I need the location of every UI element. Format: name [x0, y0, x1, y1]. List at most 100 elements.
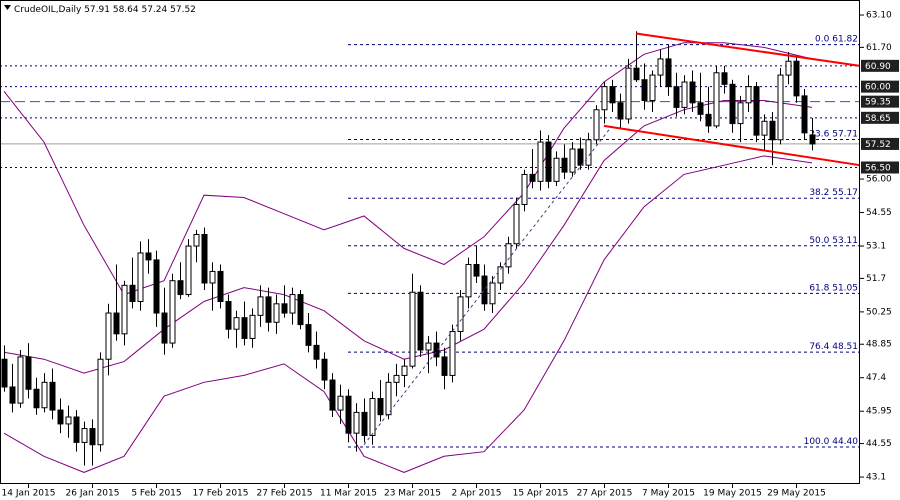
- y-tick-label: 48.85: [866, 340, 892, 350]
- candle-body: [337, 395, 344, 411]
- x-tick-label: 2 Apr 2015: [452, 489, 502, 499]
- candle-body: [177, 280, 184, 296]
- candle-body: [281, 303, 288, 314]
- candle-body: [561, 157, 568, 173]
- band-middle: [3, 100, 813, 374]
- y-tick-label: 50.25: [866, 307, 892, 317]
- candle-body: [721, 72, 728, 85]
- fib-value: 57.71: [832, 129, 858, 139]
- fib-label: 0.0 61.82: [815, 34, 858, 44]
- price-box-label: 58.65: [865, 114, 891, 124]
- candle-body: [633, 67, 640, 81]
- price-box: [861, 59, 899, 72]
- candle-body: [481, 275, 488, 305]
- y-tick-label: 45.95: [866, 407, 892, 417]
- fib-label: 23.6 57.71: [809, 129, 858, 139]
- band-lower: [3, 155, 813, 473]
- fib-ratio: 50.0: [809, 235, 829, 245]
- candle-body: [353, 411, 360, 434]
- candle-body: [137, 252, 144, 302]
- x-tick-label: 27 Apr 2015: [577, 489, 633, 499]
- candle-body: [121, 284, 128, 335]
- x-tick-label: 17 Feb 2015: [192, 489, 248, 499]
- candle-body: [9, 386, 16, 404]
- x-tick-label: 26 Jan 2015: [66, 489, 120, 499]
- candle-body: [617, 102, 624, 120]
- candle-body: [225, 300, 232, 330]
- candle-body: [809, 134, 816, 145]
- x-tick-label: 15 Apr 2015: [513, 489, 569, 499]
- candle-body: [33, 388, 40, 409]
- candle-body: [529, 173, 536, 182]
- candle-body: [185, 245, 192, 296]
- candle-body: [233, 317, 240, 330]
- candle-body: [745, 86, 752, 104]
- candle-body: [473, 264, 480, 277]
- candle-body: [449, 331, 456, 376]
- trendline: [363, 125, 613, 446]
- candle-body: [489, 282, 496, 305]
- candle-body: [705, 113, 712, 127]
- candle-body: [65, 416, 72, 425]
- candle-body: [113, 312, 120, 335]
- chart-header: CrudeOIL,Daily 57.91 58.64 57.24 57.52: [14, 5, 196, 15]
- fib-value: 61.82: [832, 34, 858, 44]
- candle-body: [361, 411, 368, 436]
- candle-body: [305, 324, 312, 346]
- fib-label: 38.2 55.17: [809, 188, 858, 198]
- candle-body: [657, 58, 664, 76]
- fib-ratio: 100.0: [804, 437, 830, 447]
- y-tick-label: 56.00: [866, 175, 892, 185]
- menu-triangle: [4, 5, 11, 10]
- y-tick-label: 43.1: [866, 473, 886, 483]
- candle-body: [25, 356, 32, 390]
- candle-body: [49, 381, 56, 411]
- fib-ratio: 38.2: [809, 188, 829, 198]
- candle-body: [89, 428, 96, 446]
- trendline: [635, 32, 861, 67]
- x-tick-label: 27 Feb 2015: [256, 489, 312, 499]
- candle-body: [329, 379, 336, 411]
- candle-body: [673, 86, 680, 108]
- close: 57.52: [170, 5, 196, 15]
- y-tick-label: 44.55: [866, 439, 892, 449]
- price-box: [861, 80, 899, 93]
- candle-body: [505, 243, 512, 268]
- candle-body: [585, 139, 592, 166]
- candle-body: [401, 365, 408, 376]
- candle-body: [249, 314, 256, 339]
- y-tick-label: 47.4: [866, 373, 886, 383]
- candle-body: [369, 398, 376, 436]
- price-box-label: 60.90: [865, 62, 891, 72]
- fib-ratio: 61.8: [809, 283, 829, 293]
- candle-body: [777, 74, 784, 141]
- candle-body: [73, 416, 80, 443]
- candle-body: [105, 312, 112, 360]
- fib-value: 53.11: [832, 235, 858, 245]
- candle-body: [241, 317, 248, 339]
- candle-body: [785, 60, 792, 76]
- price-box: [861, 137, 899, 150]
- x-tick-label: 5 Feb 2015: [131, 489, 181, 499]
- candle-body: [385, 381, 392, 416]
- high: 58.64: [113, 5, 139, 15]
- price-box-label: 56.50: [865, 163, 891, 173]
- y-tick-label: 54.55: [866, 208, 892, 218]
- candle-body: [609, 86, 616, 104]
- candle-body: [697, 102, 704, 115]
- candle-body: [41, 381, 48, 409]
- price-box: [861, 161, 899, 174]
- fib-label: 50.0 53.11: [809, 235, 858, 245]
- candle-body: [209, 270, 216, 284]
- candle-body: [729, 83, 736, 125]
- candle-body: [153, 259, 160, 314]
- price-box-label: 59.35: [865, 98, 891, 108]
- candle-body: [713, 72, 720, 127]
- candle-body: [441, 356, 448, 376]
- candle-body: [513, 203, 520, 245]
- candle-body: [321, 358, 328, 381]
- y-tick-label: 51.7: [866, 274, 886, 284]
- candle-body: [769, 120, 776, 141]
